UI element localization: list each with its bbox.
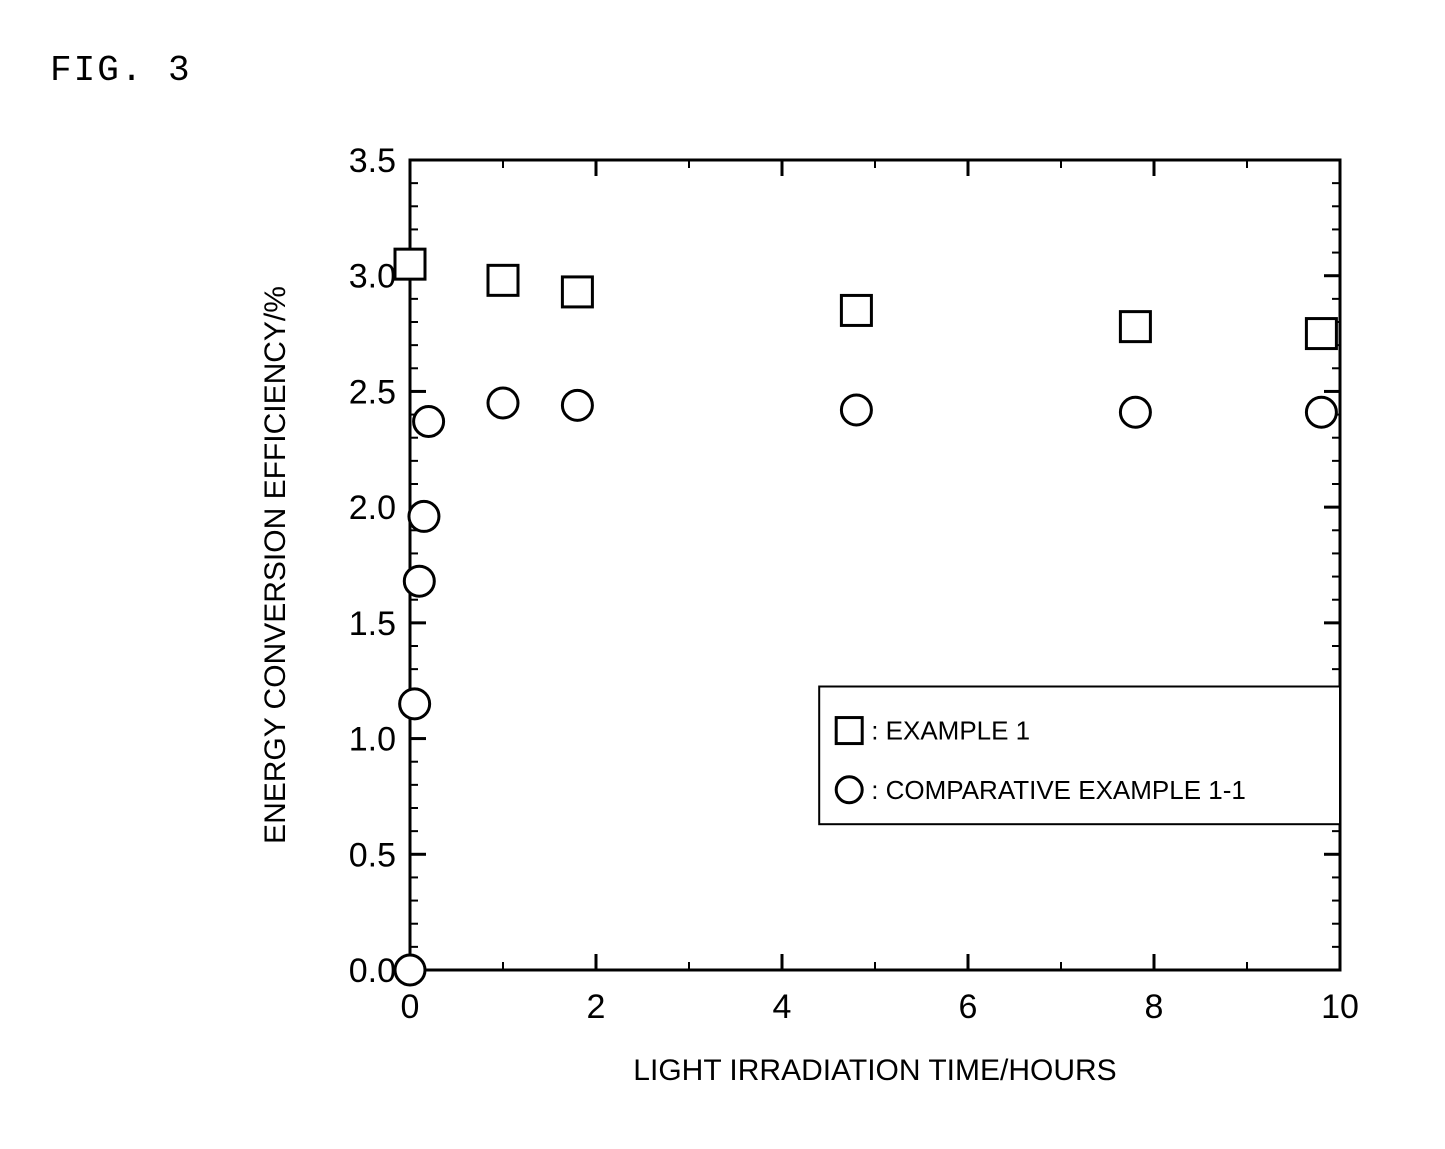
y-axis-label: ENERGY CONVERSION EFFICIENCY/% [259,286,292,844]
square-marker [1120,312,1150,342]
scatter-chart: 0 2 4 6 8 10 0.0 0.5 1.0 1.5 2.0 2.5 3.0 3.5 LIGHT IRR… [240,130,1390,1110]
x-axis-label: LIGHT IRRADIATION TIME/HOURS [633,1054,1116,1087]
square-marker [841,295,871,325]
x-tick-label: 4 [773,988,792,1026]
circle-marker [409,501,439,531]
square-marker [562,277,592,307]
y-tick-label: 2.5 [349,373,396,411]
y-tick-label: 0.0 [349,952,396,990]
y-tick-label: 3.5 [349,142,396,180]
circle-marker [395,955,425,985]
circle-marker [488,388,518,418]
circle-marker [1306,397,1336,427]
x-tick-label: 0 [401,988,420,1026]
circle-marker [836,777,862,803]
circle-marker [414,407,444,437]
chart-container: 0 2 4 6 8 10 0.0 0.5 1.0 1.5 2.0 2.5 3.0 3.5 LIGHT IRR… [240,130,1390,1110]
legend-label: : EXAMPLE 1 [871,716,1030,746]
x-tick-label: 2 [587,988,606,1026]
circle-marker [562,390,592,420]
y-tick-label: 2.0 [349,489,396,527]
y-tick-label: 1.5 [349,605,396,643]
page: FIG. 3 0 2 4 6 8 10 0.0 0.5 1.0 1.5 2.0 2.5 3.0 3.5 LI… [0,0,1445,1149]
legend-label: : COMPARATIVE EXAMPLE 1-1 [871,775,1246,805]
y-tick-label: 1.0 [349,721,396,759]
square-marker [1306,319,1336,349]
y-tick-label: 3.0 [349,258,396,296]
x-tick-label: 6 [959,988,978,1026]
square-marker [395,249,425,279]
circle-marker [404,566,434,596]
y-tick-label: 0.5 [349,836,396,874]
circle-marker [1120,397,1150,427]
square-marker [488,265,518,295]
circle-marker [841,395,871,425]
figure-label: FIG. 3 [50,50,192,91]
x-tick-label: 10 [1321,988,1359,1026]
x-tick-label: 8 [1145,988,1164,1026]
circle-marker [400,689,430,719]
square-marker [836,718,862,744]
